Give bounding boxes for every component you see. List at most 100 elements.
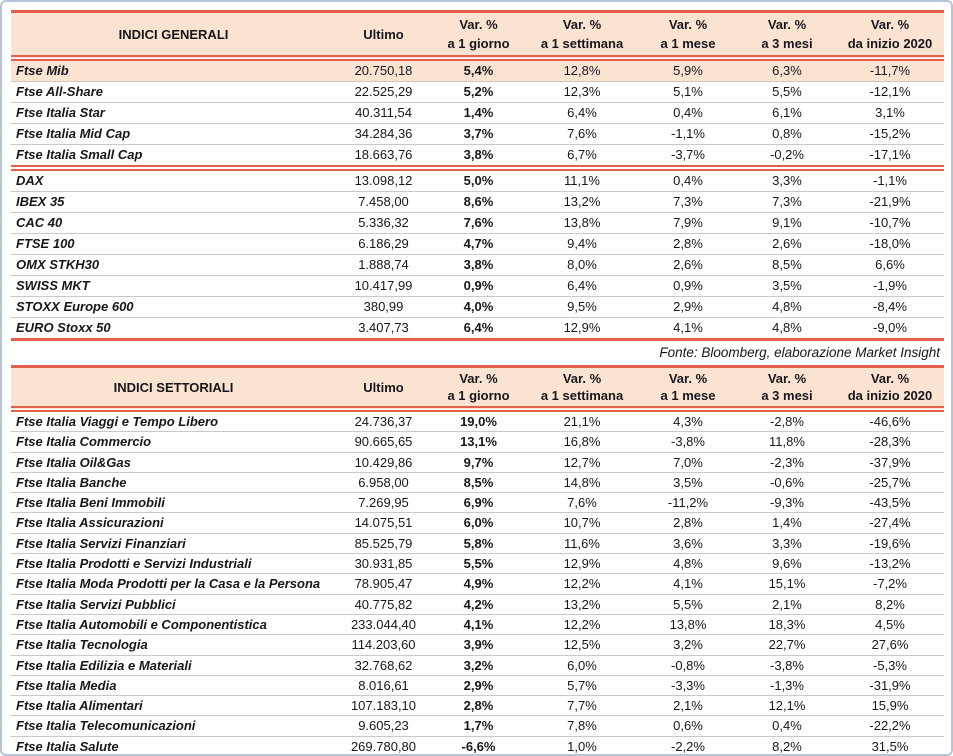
table-row: Ftse Italia Servizi Finanziari 85.525,79 5…: [11, 533, 944, 555]
cell-ytd: -7,2%: [836, 573, 944, 595]
table-header: INDICI SETTORIALI Ultimo Var. % a 1 gior…: [11, 365, 944, 412]
cell-ytd: -37,9%: [836, 452, 944, 473]
cell-d1: 13,1%: [431, 431, 526, 453]
table-row: Ftse Mib 20.750,18 5,4% 12,8% 5,9% 6,3% -11,7%: [11, 58, 944, 82]
cell-m1: 2,9%: [638, 296, 738, 318]
cell-name: Ftse Italia Banche: [11, 472, 336, 494]
period-label: a 1 mese: [660, 388, 716, 403]
cell-d1: 9,7%: [431, 452, 526, 473]
cell-w1: 7,6%: [526, 123, 638, 145]
cell-name: DAX: [11, 165, 336, 192]
period-label: a 1 giorno: [447, 388, 510, 403]
cell-ytd: 27,6%: [836, 634, 944, 656]
table-row: Ftse Italia Telecomunicazioni 9.605,23 1,7…: [11, 715, 944, 737]
cell-d1: -6,6%: [431, 736, 526, 754]
table-body: Ftse Mib 20.750,18 5,4% 12,8% 5,9% 6,3% -11,7%…: [11, 58, 944, 341]
var-label: Var. %: [668, 371, 708, 386]
cell-ultimo: 233.044,40: [336, 614, 431, 636]
cell-m3: 18,3%: [738, 614, 836, 636]
cell-name: Ftse Italia Servizi Pubblici: [11, 594, 336, 615]
cell-m3: 2,6%: [738, 233, 836, 255]
cell-m3: 0,4%: [738, 715, 836, 737]
cell-ultimo: 85.525,79: [336, 533, 431, 555]
cell-ytd: -27,4%: [836, 512, 944, 534]
cell-name: Ftse Italia Commercio: [11, 431, 336, 453]
cell-w1: 12,2%: [526, 573, 638, 595]
cell-d1: 6,4%: [431, 317, 526, 341]
cell-name: Ftse Italia Tecnologia: [11, 634, 336, 656]
cell-w1: 12,9%: [526, 553, 638, 575]
var-label: Var. %: [459, 17, 498, 32]
cell-w1: 1,0%: [526, 736, 638, 754]
col-header-var-3-mesi: Var. % a 3 mesi: [738, 10, 836, 61]
col-header-var-1-giorno: Var. % a 1 giorno: [431, 365, 526, 412]
cell-d1: 4,0%: [431, 296, 526, 318]
cell-ytd: 4,5%: [836, 614, 944, 636]
cell-ultimo: 13.098,12: [336, 165, 431, 192]
cell-name: Ftse Mib: [11, 58, 336, 82]
cell-m3: 6,3%: [738, 58, 836, 82]
cell-w1: 7,6%: [526, 492, 638, 514]
cell-ytd: -13,2%: [836, 553, 944, 575]
cell-name: SWISS MKT: [11, 275, 336, 297]
cell-ytd: -31,9%: [836, 675, 944, 697]
cell-ytd: 31,5%: [836, 736, 944, 754]
cell-m1: 3,6%: [638, 533, 738, 555]
cell-ytd: -28,3%: [836, 431, 944, 453]
cell-m3: 1,4%: [738, 512, 836, 534]
cell-name: Ftse Italia Beni Immobili: [11, 492, 336, 514]
table-row: CAC 40 5.336,32 7,6% 13,8% 7,9% 9,1% -10,7%: [11, 212, 944, 234]
cell-d1: 0,9%: [431, 275, 526, 297]
cell-m3: -1,3%: [738, 675, 836, 697]
cell-m1: -3,7%: [638, 144, 738, 169]
cell-m1: 4,1%: [638, 317, 738, 341]
var-label: Var. %: [668, 17, 708, 32]
cell-m1: 5,9%: [638, 58, 738, 82]
cell-m3: -0,2%: [738, 144, 836, 169]
cell-m1: -3,8%: [638, 431, 738, 453]
table-row: Ftse Italia Moda Prodotti per la Casa e …: [11, 573, 944, 595]
cell-ytd: -11,7%: [836, 58, 944, 82]
cell-w1: 6,0%: [526, 655, 638, 676]
cell-ytd: 6,6%: [836, 254, 944, 276]
cell-m3: 11,8%: [738, 431, 836, 453]
table-row: OMX STKH30 1.888,74 3,8% 8,0% 2,6% 8,5% 6,6%: [11, 254, 944, 276]
cell-name: Ftse Italia Salute: [11, 736, 336, 754]
cell-d1: 1,7%: [431, 715, 526, 737]
cell-d1: 3,8%: [431, 254, 526, 276]
cell-ultimo: 40.311,54: [336, 102, 431, 124]
cell-d1: 5,4%: [431, 58, 526, 82]
cell-m3: 0,8%: [738, 123, 836, 145]
cell-m1: 3,5%: [638, 472, 738, 494]
cell-name: Ftse Italia Prodotti e Servizi Industria…: [11, 553, 336, 575]
col-header-var-1-mese: Var. % a 1 mese: [638, 365, 738, 412]
cell-name: STOXX Europe 600: [11, 296, 336, 318]
cell-d1: 5,5%: [431, 553, 526, 575]
cell-w1: 14,8%: [526, 472, 638, 494]
cell-name: EURO Stoxx 50: [11, 317, 336, 341]
cell-m1: -3,3%: [638, 675, 738, 697]
cell-w1: 13,2%: [526, 594, 638, 615]
cell-m1: 0,4%: [638, 165, 738, 192]
table-row: Ftse Italia Banche 6.958,00 8,5% 14,8% 3,5% -…: [11, 472, 944, 494]
cell-m3: 9,6%: [738, 553, 836, 575]
period-label: a 3 mesi: [761, 36, 813, 51]
table-indici-generali: INDICI GENERALI Ultimo Var. % a 1 giorno…: [11, 10, 944, 341]
col-header-var-3-mesi: Var. % a 3 mesi: [738, 365, 836, 412]
cell-m1: 2,1%: [638, 695, 738, 717]
table-row: Ftse Italia Mid Cap 34.284,36 3,7% 7,6% -1,1…: [11, 123, 944, 145]
cell-d1: 8,5%: [431, 472, 526, 494]
period-label: a 1 giorno: [447, 36, 510, 51]
table-row: EURO Stoxx 50 3.407,73 6,4% 12,9% 4,1% 4,8% -9…: [11, 317, 944, 341]
cell-ytd: -12,1%: [836, 81, 944, 103]
var-label: Var. %: [767, 371, 807, 386]
cell-m3: 5,5%: [738, 81, 836, 103]
cell-ultimo: 32.768,62: [336, 655, 431, 676]
table-row: Ftse Italia Edilizia e Materiali 32.768,6…: [11, 655, 944, 676]
cell-ytd: -17,1%: [836, 144, 944, 169]
cell-ultimo: 1.888,74: [336, 254, 431, 276]
cell-name: Ftse Italia Mid Cap: [11, 123, 336, 145]
cell-m3: 6,1%: [738, 102, 836, 124]
var-label: Var. %: [870, 17, 910, 32]
cell-ultimo: 22.525,29: [336, 81, 431, 103]
